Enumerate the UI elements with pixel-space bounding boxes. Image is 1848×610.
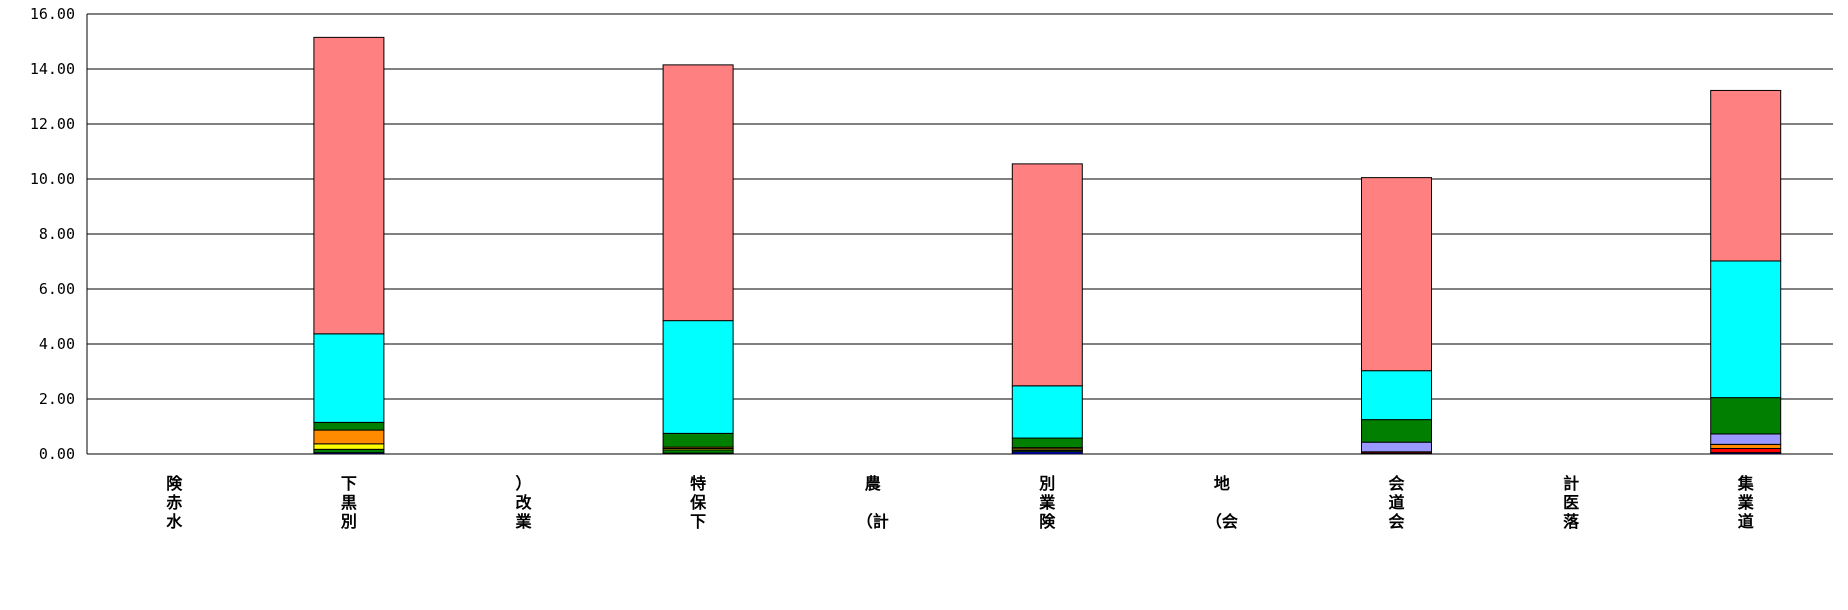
y-tick-labels: 0.00 2.00 4.00 6.00 8.00 10.00 12.00 14.00 16.00 — [30, 5, 75, 463]
bar-segment — [1710, 89, 1782, 262]
bar-segment — [1710, 260, 1782, 399]
x-category-label: 農 — [865, 474, 882, 493]
bar-segment — [1361, 177, 1432, 372]
x-category-label: 医 — [1563, 493, 1579, 512]
x-category-label: 険 — [166, 474, 183, 493]
y-tick-label: 4.00 — [39, 335, 75, 353]
x-category-label: 道 — [1388, 493, 1404, 512]
bar-segment — [313, 421, 385, 431]
x-category-label: 落 — [1563, 512, 1580, 531]
y-tick-label: 0.00 — [39, 445, 75, 463]
bar-segment — [1710, 433, 1782, 445]
bar-segment — [1361, 370, 1432, 421]
bar-segment — [313, 36, 385, 335]
x-category-label: 改 — [515, 493, 532, 512]
x-category-label: （会 — [1206, 512, 1238, 531]
bar-segment — [1361, 441, 1432, 453]
bar-segment — [662, 432, 734, 448]
y-tick-label: 6.00 — [39, 280, 75, 298]
y-tick-label: 10.00 — [30, 170, 75, 188]
x-category-label: 保 — [689, 493, 707, 512]
bar-segment — [1710, 448, 1782, 454]
x-category-label: 計 — [1563, 474, 1579, 493]
bar-segment — [1361, 419, 1432, 443]
x-category-label: 会 — [1388, 474, 1404, 493]
x-category-label: 業 — [1737, 493, 1755, 512]
x-category-label: 地 — [1214, 474, 1230, 493]
y-tick-label: 16.00 — [30, 5, 75, 23]
x-category-label: 水 — [166, 512, 183, 531]
y-tick-label: 2.00 — [39, 390, 75, 408]
x-category-label: （計 — [857, 512, 889, 531]
bar-segment — [1011, 385, 1083, 439]
x-category-label: 別 — [1039, 474, 1055, 493]
bar-segment — [313, 333, 385, 423]
x-category-label: 黒 — [341, 493, 357, 512]
bar-segment — [1011, 163, 1083, 387]
x-category-label: ） — [515, 474, 531, 493]
x-category-label: 険 — [1039, 512, 1056, 531]
x-category-label: 会 — [1388, 512, 1404, 531]
axes — [86, 14, 1833, 455]
y-tick-label: 12.00 — [30, 115, 75, 133]
x-category-label: 下 — [341, 474, 357, 493]
x-category-label: 業 — [1038, 493, 1056, 512]
bar-group — [313, 36, 1782, 455]
bar-segment — [1011, 437, 1083, 449]
bar-segment — [1710, 397, 1782, 435]
bar-segment — [662, 320, 734, 434]
y-tick-label: 14.00 — [30, 60, 75, 78]
x-category-label: 業 — [514, 512, 532, 531]
x-category-label: 赤 — [166, 493, 182, 512]
y-tick-label: 8.00 — [39, 225, 75, 243]
x-category-label: 別 — [341, 512, 357, 531]
x-category-label: 下 — [690, 512, 706, 531]
x-category-label: 特 — [690, 474, 706, 493]
bar-segment — [1710, 443, 1782, 449]
bar-segment — [662, 64, 734, 322]
x-category-label: 集 — [1737, 474, 1755, 493]
bar-segment — [313, 429, 385, 445]
bar-segment — [313, 443, 385, 450]
x-category-label: 道 — [1738, 512, 1754, 531]
